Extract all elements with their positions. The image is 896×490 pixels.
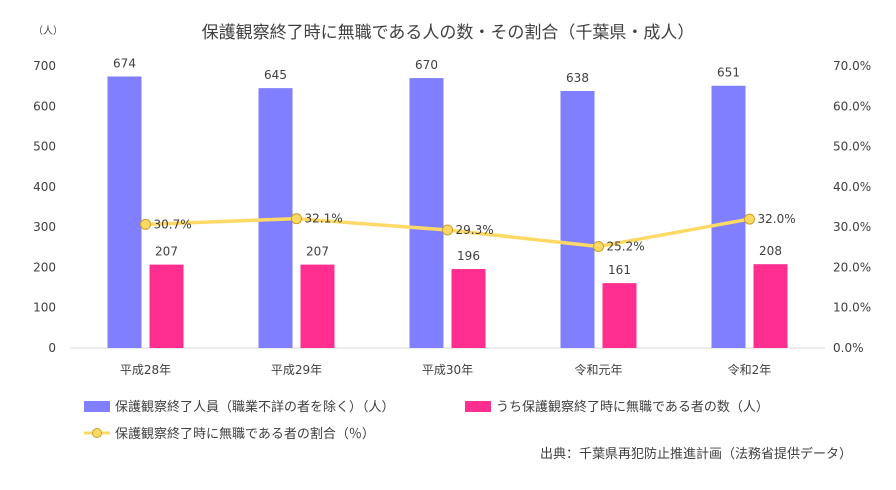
ratio-point [744,213,755,225]
y-axis-unit-label: （人） [33,25,63,37]
y-tick-label: 400 [33,180,56,194]
x-tick-label: 令和元年 [574,362,622,377]
ratio-point [140,218,151,230]
x-tick-label: 令和2年 [728,362,772,377]
bar-data-label: 674 [113,56,136,70]
legend-swatch-series-1 [84,401,110,412]
bar-data-label: 651 [717,66,740,80]
y2-tick-label: 60.0% [833,99,871,113]
bar-series-2 [753,264,788,348]
x-tick-label: 平成29年 [271,363,322,377]
ratio-data-label: 25.2% [607,239,645,253]
bar-data-label: 670 [415,58,438,72]
ratio-point [442,224,453,236]
y-tick-label: 500 [33,140,56,154]
legend: 保護観察終了人員（職業不詳の者を除く）（人） うち保護観察終了時に無職である者の… [84,399,769,442]
bar-series-2 [300,264,335,348]
y-tick-label: 200 [33,260,56,274]
legend-marker-series-3 [92,428,102,438]
legend-item-series-1: 保護観察終了人員（職業不詳の者を除く）（人） [84,399,395,415]
y-tick-label: 600 [33,99,56,113]
y2-tick-label: 40.0% [833,180,871,194]
ratio-point [593,240,604,252]
legend-item-series-3: 保護観察終了時に無職である者の割合（％） [84,426,375,442]
y2-tick-label: 20.0% [833,260,871,274]
x-tick-label: 平成28年 [120,363,171,377]
ratio-data-label: 32.1% [305,212,343,226]
bar-series-1 [409,78,444,348]
y2-tick-label: 0.0% [833,341,864,355]
bar-series-2 [602,283,637,348]
y-axis-right: 0.0% 10.0% 20.0% 30.0% 40.0% 50.0% 60.0% 70.0% [833,59,871,355]
line-series-group: 30.7% 32.1% 29.3% 25.2% 32.0% [140,212,796,253]
bar-data-label: 208 [759,244,782,258]
bar-data-label: 207 [155,245,178,259]
ratio-data-label: 30.7% [154,217,192,231]
source-note: 出典：千葉県再犯防止推進計画（法務省提供データ） [540,446,852,462]
ratio-point [291,213,302,225]
x-axis: 平成28年 平成29年 平成30年 令和元年 令和2年 [120,362,771,377]
bar-data-label: 161 [608,263,631,277]
y-tick-label: 100 [33,301,56,315]
bars-group: 674 645 670 638 651 207 207 196 161 208 [107,56,788,349]
bar-series-1 [107,76,142,348]
y2-tick-label: 30.0% [833,220,871,234]
chart-title: 保護観察終了時に無職である人の数・その割合（千葉県・成人） [202,23,695,43]
legend-item-series-2: うち保護観察終了時に無職である者の数（人） [465,399,769,415]
bar-data-label: 645 [264,68,287,82]
y2-tick-label: 50.0% [833,140,871,154]
bar-series-1 [560,90,595,348]
bar-data-label: 196 [457,249,480,263]
legend-label-series-1: 保護観察終了人員（職業不詳の者を除く）（人） [115,399,395,415]
ratio-data-label: 29.3% [456,223,494,237]
y2-tick-label: 70.0% [833,59,871,73]
bar-data-label: 207 [306,245,329,259]
y-tick-label: 700 [33,59,56,73]
x-tick-label: 平成30年 [422,363,473,377]
bar-data-label: 638 [566,71,589,85]
bar-series-1 [711,85,746,349]
bar-series-2 [149,264,184,348]
legend-label-series-3: 保護観察終了時に無職である者の割合（％） [115,426,375,442]
y2-tick-label: 10.0% [833,301,871,315]
y-axis-left: 0 100 200 300 400 500 600 700 [33,59,56,355]
legend-label-series-2: うち保護観察終了時に無職である者の数（人） [496,399,769,415]
bar-series-2 [451,269,486,348]
legend-swatch-series-2 [465,401,491,412]
y-tick-label: 0 [48,341,56,355]
y-tick-label: 300 [33,220,56,234]
ratio-data-label: 32.0% [758,212,796,226]
